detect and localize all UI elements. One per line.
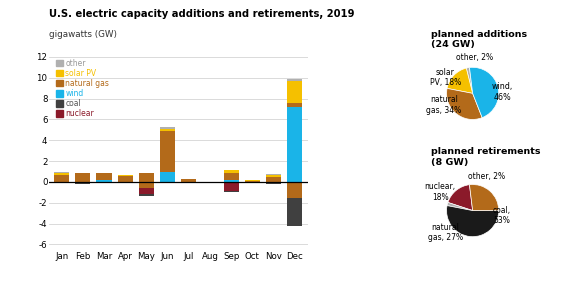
Bar xyxy=(287,107,302,182)
Bar xyxy=(181,182,197,183)
Bar xyxy=(160,131,175,172)
Bar xyxy=(266,177,281,182)
Bar xyxy=(160,182,175,183)
Bar xyxy=(287,103,302,107)
Wedge shape xyxy=(447,202,473,211)
Bar xyxy=(160,172,175,182)
Text: solar
PV, 18%: solar PV, 18% xyxy=(430,67,461,87)
Text: gigawatts (GW): gigawatts (GW) xyxy=(49,30,117,39)
Bar xyxy=(97,172,112,181)
Text: nuclear,
18%: nuclear, 18% xyxy=(424,182,455,201)
Legend: other, solar PV, natural gas, wind, coal, nuclear: other, solar PV, natural gas, wind, coal… xyxy=(53,55,112,121)
Bar xyxy=(181,179,197,182)
Text: other, 2%: other, 2% xyxy=(469,172,505,181)
Text: other, 2%: other, 2% xyxy=(456,53,493,62)
Text: planned additions
(24 GW): planned additions (24 GW) xyxy=(431,30,527,49)
Wedge shape xyxy=(448,185,473,211)
Bar xyxy=(139,173,154,182)
Text: planned retirements
(8 GW): planned retirements (8 GW) xyxy=(431,147,540,167)
Bar xyxy=(245,181,260,182)
Bar xyxy=(117,175,133,176)
Bar xyxy=(139,188,154,195)
Wedge shape xyxy=(447,88,482,119)
Bar xyxy=(160,129,175,131)
Bar xyxy=(117,176,133,182)
Bar xyxy=(266,175,281,177)
Bar xyxy=(139,195,154,196)
Bar xyxy=(224,173,239,180)
Bar xyxy=(224,170,239,173)
Bar xyxy=(54,172,69,175)
Text: natural
gas, 27%: natural gas, 27% xyxy=(428,223,463,243)
Wedge shape xyxy=(447,68,473,93)
Bar xyxy=(139,183,154,188)
Bar xyxy=(54,175,69,182)
Bar xyxy=(97,182,112,183)
Wedge shape xyxy=(466,67,473,93)
Bar xyxy=(245,180,260,181)
Bar xyxy=(75,173,90,182)
Text: coal,
53%: coal, 53% xyxy=(492,206,511,226)
Bar xyxy=(202,182,218,183)
Bar xyxy=(139,182,154,183)
Bar xyxy=(224,180,239,182)
Bar xyxy=(287,79,302,82)
Wedge shape xyxy=(469,185,499,211)
Bar xyxy=(224,191,239,192)
Bar xyxy=(75,182,90,183)
Bar xyxy=(266,174,281,175)
Bar xyxy=(160,127,175,129)
Bar xyxy=(117,182,133,183)
Bar xyxy=(266,182,281,183)
Wedge shape xyxy=(447,205,499,237)
Wedge shape xyxy=(469,67,499,118)
Text: U.S. electric capacity additions and retirements, 2019: U.S. electric capacity additions and ret… xyxy=(49,9,354,19)
Bar xyxy=(245,182,260,183)
Bar xyxy=(287,183,302,197)
Bar xyxy=(54,182,69,183)
Bar xyxy=(97,181,112,182)
Bar xyxy=(287,182,302,183)
Text: wind,
46%: wind, 46% xyxy=(492,82,513,102)
Text: natural
gas, 34%: natural gas, 34% xyxy=(426,95,462,115)
Bar xyxy=(287,197,302,226)
Bar xyxy=(287,82,302,103)
Bar xyxy=(224,182,239,191)
